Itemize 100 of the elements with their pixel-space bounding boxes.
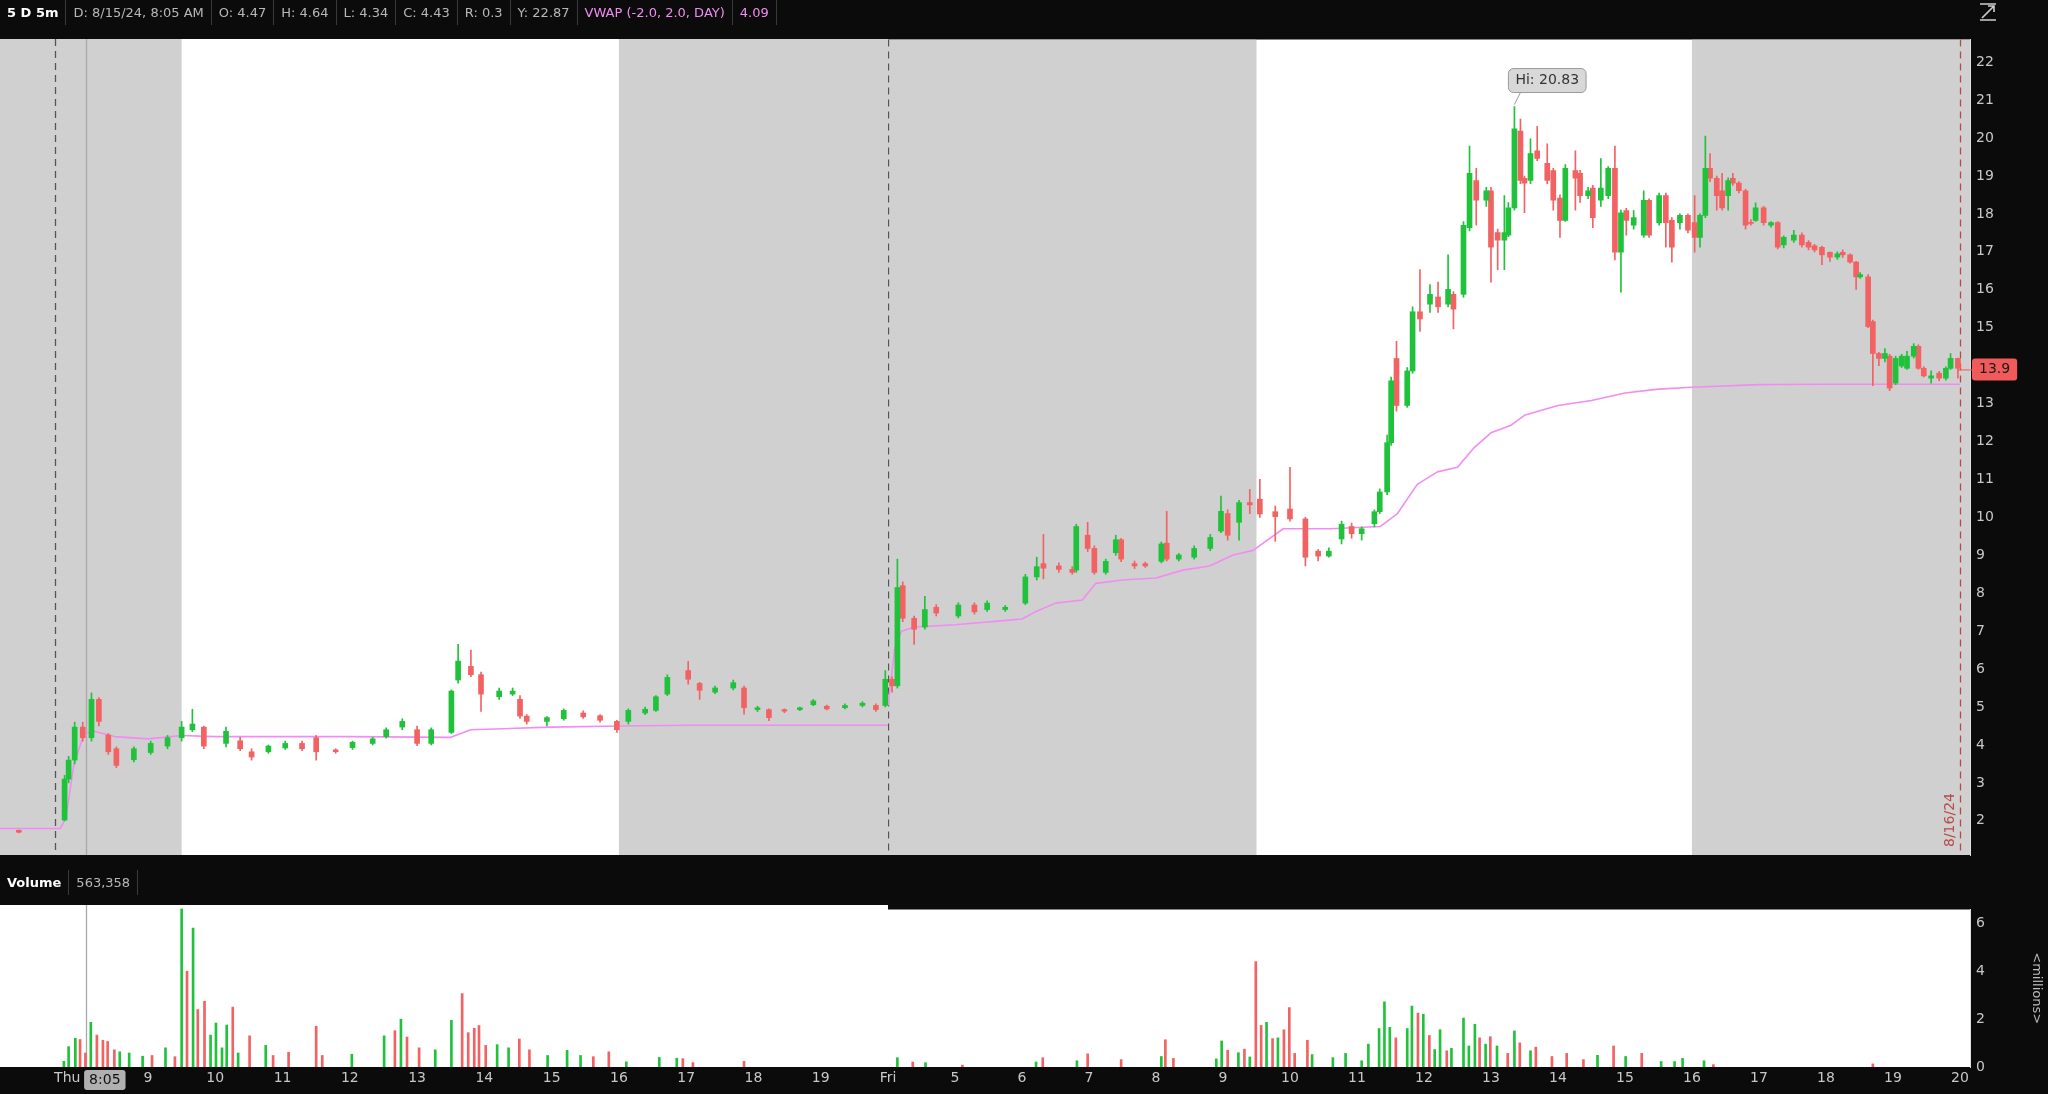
bar <box>657 1057 661 1067</box>
bar <box>911 1061 915 1067</box>
bar <box>518 1038 521 1067</box>
text: 563,358 <box>69 870 139 895</box>
x-tick-label: Fri <box>879 1069 897 1086</box>
bar <box>1484 1043 1487 1067</box>
x-tick-label: Thu <box>53 1069 81 1086</box>
bar <box>89 1022 93 1067</box>
bar <box>675 1057 679 1067</box>
bar <box>1488 1036 1492 1067</box>
bar <box>1640 1053 1644 1067</box>
y-tick-label: 13 <box>1976 394 1994 411</box>
x-tick-label: 13 <box>1482 1069 1500 1086</box>
bar <box>314 1025 318 1067</box>
bar <box>1582 1059 1585 1067</box>
x-tick-label: 14 <box>475 1069 494 1086</box>
x-tick-label: 13 <box>408 1069 426 1086</box>
candlestick <box>1272 505 1279 542</box>
text: VWAP (-2.0, 2.0, DAY) <box>577 0 733 25</box>
text: C: 4.43 <box>396 0 458 25</box>
bar <box>209 1034 212 1067</box>
x-tick-label: 14 <box>1549 1069 1567 1086</box>
bar <box>1445 1050 1449 1067</box>
text: L: 4.34 <box>336 0 397 25</box>
x-tick-label: 11 <box>1348 1069 1366 1086</box>
bar <box>180 908 183 1067</box>
bar <box>74 1037 77 1067</box>
text: R: 0.3 <box>457 0 511 25</box>
y-tick-label: 10 <box>1976 508 1994 525</box>
bar <box>624 1061 628 1067</box>
bar <box>1421 1013 1425 1067</box>
bar <box>1518 1042 1522 1067</box>
y-tick-label: 21 <box>1976 90 1994 107</box>
bar <box>466 1032 470 1067</box>
x-tick-label: 18 <box>1817 1069 1835 1086</box>
bar <box>84 1052 87 1067</box>
text: 4.09 <box>732 0 777 25</box>
y-tick-label: 5 <box>1976 697 1985 714</box>
bar <box>248 1035 251 1067</box>
bar <box>225 1024 229 1067</box>
bar <box>507 1047 510 1067</box>
bar <box>472 1027 476 1067</box>
y-tick-label: 4 <box>1976 962 1985 979</box>
x-tick-label: 15 <box>1616 1069 1634 1086</box>
bar <box>1405 1028 1409 1067</box>
bar <box>1086 1053 1089 1067</box>
y-tick-label: 6 <box>1976 659 1985 676</box>
bar <box>546 1055 549 1067</box>
y-tick-label: 8 <box>1976 583 1985 600</box>
text: D: 8/15/24, 8:05 AM <box>66 0 212 25</box>
bar <box>450 1020 453 1067</box>
x-tick-label: 15 <box>542 1069 561 1086</box>
y-tick-label: 11 <box>1976 470 1994 487</box>
text: Y: 22.87 <box>510 0 578 25</box>
bar <box>1565 1053 1569 1067</box>
bar <box>1673 1061 1676 1067</box>
annotation: Hi: 20.83 <box>1515 71 1580 88</box>
x-tick-label: 12 <box>340 1069 359 1086</box>
bar <box>1513 1030 1516 1067</box>
x-tick-label: 8 <box>1151 1069 1161 1086</box>
bar <box>1214 1058 1218 1067</box>
bar <box>196 1009 200 1067</box>
bar <box>896 1057 899 1067</box>
chart-title: Volume <box>0 870 70 895</box>
y-tick-label: 4 <box>1976 735 1985 752</box>
y-tick-label: 0 <box>1976 1057 1985 1074</box>
bar <box>1226 1049 1229 1067</box>
x-tick-label: 16 <box>610 1069 628 1086</box>
bar <box>1271 1038 1274 1067</box>
bar <box>528 1049 531 1067</box>
bar <box>1612 1045 1615 1067</box>
bar <box>1220 1040 1223 1067</box>
y-axis-title: <millions> <box>2029 952 2045 1025</box>
bar <box>1041 1057 1045 1067</box>
x-tick-label: 19 <box>811 1069 830 1086</box>
x-tick-label: 6 <box>1017 1069 1027 1086</box>
y-tick-label: 2 <box>1976 1009 1985 1026</box>
candlestick <box>1534 125 1541 162</box>
text: O: 4.47 <box>211 0 275 25</box>
bar <box>1164 1039 1167 1067</box>
bar <box>1360 1060 1363 1067</box>
bar <box>1172 1058 1175 1067</box>
y-tick-label: 19 <box>1976 166 1994 183</box>
bar <box>67 1046 70 1067</box>
bar <box>141 1055 144 1067</box>
y-tick-label: 2 <box>1976 811 1985 828</box>
bar <box>1506 1053 1510 1067</box>
bar <box>681 1058 685 1067</box>
bar <box>1462 1017 1465 1067</box>
bar <box>1293 1053 1296 1067</box>
text: H: 4.64 <box>274 0 337 25</box>
annotation: 8/16/24 <box>1940 792 1957 847</box>
y-tick-label: 3 <box>1976 773 1985 790</box>
bar <box>1433 1049 1437 1067</box>
bar <box>1248 1056 1252 1067</box>
candlestick <box>1246 488 1253 514</box>
bar <box>1160 1056 1163 1067</box>
y-tick-label: 22 <box>1976 52 1994 69</box>
bar <box>113 1049 116 1067</box>
bar <box>1287 1007 1291 1067</box>
